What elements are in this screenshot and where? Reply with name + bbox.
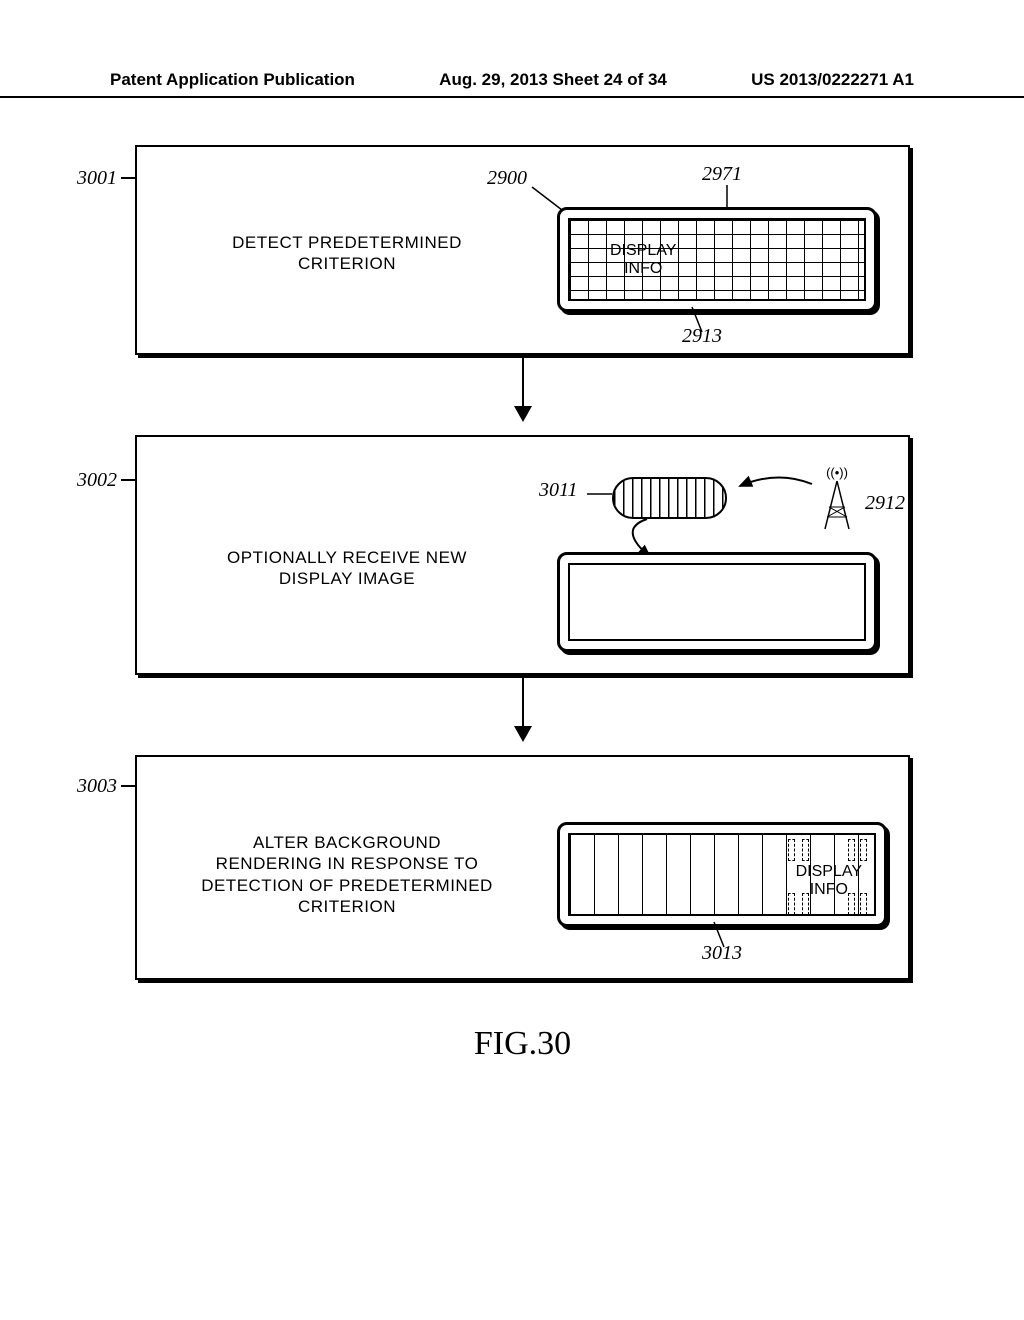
step2-caption: OPTIONALLY RECEIVE NEW DISPLAY IMAGE	[192, 547, 502, 590]
display-info-3: DISPLAY INFO	[796, 863, 862, 900]
ref-2971: 2971	[702, 163, 742, 186]
ref-3001: 3001	[77, 167, 117, 190]
device-1: DISPLAY INFO	[557, 207, 877, 312]
diagram: 3001 DETECT PREDETERMINED CRITERION DISP…	[135, 145, 910, 980]
device-2-screen	[568, 563, 866, 641]
display-info-1: DISPLAY INFO	[610, 242, 676, 279]
ref-2912: 2912	[865, 492, 905, 515]
header-right: US 2013/0222271 A1	[751, 70, 914, 90]
step1-caption: DETECT PREDETERMINED CRITERION	[197, 232, 497, 275]
arrow-2-3	[522, 678, 524, 740]
ref-tick-2	[121, 479, 137, 481]
figure-label: FIG.30	[474, 1025, 571, 1063]
ref-3011: 3011	[539, 479, 578, 502]
device-3: DISPLAY INFO	[557, 822, 887, 927]
header-center: Aug. 29, 2013 Sheet 24 of 34	[439, 70, 667, 90]
ref-line-2900	[532, 182, 572, 212]
flow-step-1: 3001 DETECT PREDETERMINED CRITERION DISP…	[135, 145, 910, 355]
ref-3013: 3013	[702, 942, 742, 965]
page-header: Patent Application Publication Aug. 29, …	[0, 70, 1024, 98]
svg-text:((•)): ((•))	[826, 465, 848, 480]
ref-tick-3	[121, 785, 137, 787]
cloud-data	[612, 477, 727, 519]
step3-caption: ALTER BACKGROUND RENDERING IN RESPONSE T…	[177, 832, 517, 917]
device-2	[557, 552, 877, 652]
arrow-tower-cloud	[732, 472, 822, 507]
flow-step-3: 3003 ALTER BACKGROUND RENDERING IN RESPO…	[135, 755, 910, 980]
flow-step-2: 3002 OPTIONALLY RECEIVE NEW DISPLAY IMAG…	[135, 435, 910, 675]
arrow-1-2	[522, 358, 524, 420]
device-1-screen: DISPLAY INFO	[568, 218, 866, 301]
header-left: Patent Application Publication	[110, 70, 355, 90]
ref-3002: 3002	[77, 469, 117, 492]
ref-line-3011	[587, 489, 617, 499]
ref-tick	[121, 177, 137, 179]
ref-3003: 3003	[77, 775, 117, 798]
ref-2900: 2900	[487, 167, 527, 190]
device-3-screen: DISPLAY INFO	[568, 833, 876, 916]
ref-2913: 2913	[682, 325, 722, 348]
ref-line-2971	[722, 185, 732, 210]
